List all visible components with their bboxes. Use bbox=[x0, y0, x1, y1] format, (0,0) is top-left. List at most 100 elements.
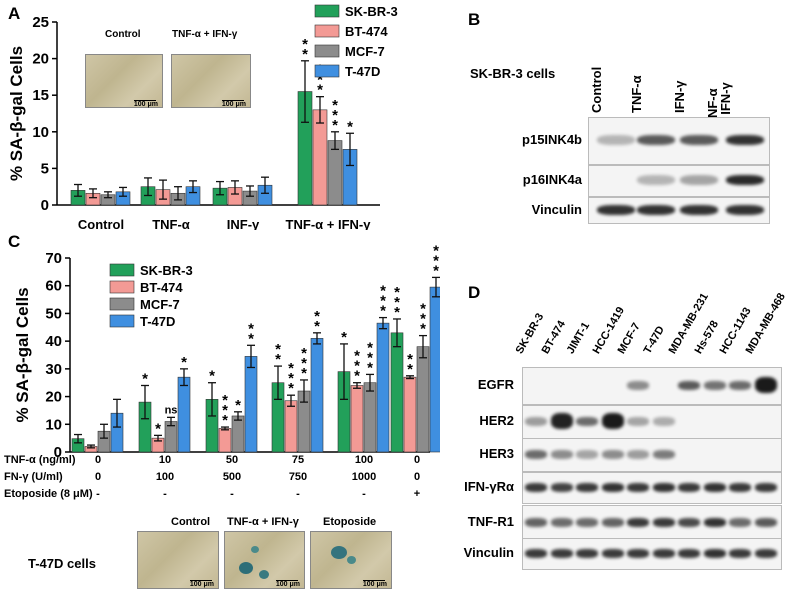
blot-d-band bbox=[525, 517, 547, 527]
treatment-cell: 50 bbox=[225, 454, 239, 466]
y-tick-label: 10 bbox=[45, 416, 62, 433]
micro-c-label-etoposide: Etoposide bbox=[323, 516, 377, 528]
blot-d-band bbox=[729, 548, 751, 558]
significance-star: * bbox=[420, 301, 426, 318]
blot-d-row-label: HER2 bbox=[479, 413, 514, 428]
significance-star: * bbox=[341, 329, 347, 346]
blot-d-row-label: HER3 bbox=[479, 446, 514, 461]
micro-a-control-label: Control bbox=[105, 29, 141, 40]
blot-d-band bbox=[601, 449, 624, 459]
treatment-cell: 500 bbox=[222, 471, 242, 483]
blot-d-band bbox=[550, 517, 573, 527]
scale-label: 100 μm bbox=[221, 101, 246, 108]
blot-d-band bbox=[627, 548, 649, 558]
significance-star: * bbox=[222, 412, 228, 429]
significance-star: * bbox=[302, 36, 308, 53]
blot-d-band bbox=[576, 449, 598, 459]
blot-d-band bbox=[550, 482, 573, 492]
blot-b-band bbox=[637, 175, 675, 185]
legend-label: T-47D bbox=[345, 64, 380, 79]
blot-d-band bbox=[703, 548, 726, 558]
micro-c-cell-label: T-47D cells bbox=[28, 556, 96, 571]
blot-d-band bbox=[754, 482, 777, 492]
blot-d-band bbox=[550, 449, 573, 459]
significance-star: * bbox=[354, 358, 360, 375]
blot-d-column-label: Hs-578 bbox=[692, 318, 721, 356]
treatment-cell: 0 bbox=[413, 471, 421, 483]
y-tick-label: 40 bbox=[45, 333, 62, 350]
micro-a-treated-label: TNF-α + IFN-γ bbox=[172, 29, 238, 40]
blot-d-band bbox=[627, 416, 649, 426]
treatment-cell: - bbox=[96, 488, 100, 500]
legend-label: MCF-7 bbox=[345, 44, 385, 59]
y-tick-label: 60 bbox=[45, 278, 62, 295]
panel-label-b: B bbox=[468, 10, 481, 29]
legend-label: T-47D bbox=[140, 314, 175, 329]
significance-star: * bbox=[314, 308, 320, 325]
y-tick-label: 15 bbox=[32, 87, 49, 104]
blot-d-band bbox=[525, 548, 547, 558]
blot-b-band bbox=[597, 135, 635, 145]
legend-swatch bbox=[109, 314, 135, 328]
significance-star: * bbox=[332, 117, 338, 134]
blot-b-band bbox=[680, 175, 718, 185]
blot-d-band bbox=[525, 416, 547, 426]
significance-star: * bbox=[248, 330, 254, 347]
y-axis-label: % SA-β-gal Cells bbox=[7, 46, 26, 181]
significance-star: * bbox=[222, 392, 228, 409]
significance-star: * bbox=[367, 359, 373, 376]
treatment-cell: + bbox=[413, 488, 421, 500]
legend-swatch bbox=[314, 64, 340, 78]
significance-star: * bbox=[317, 82, 323, 99]
x-tick-label: TNF-α bbox=[152, 217, 190, 230]
blot-d-band bbox=[601, 413, 624, 429]
y-tick-label: 10 bbox=[32, 124, 49, 141]
blot-b-band bbox=[637, 204, 675, 215]
significance-star: * bbox=[367, 339, 373, 356]
blot-d-band bbox=[525, 449, 547, 459]
blot-d-band bbox=[703, 517, 726, 527]
legend-swatch bbox=[314, 4, 340, 18]
y-tick-label: 20 bbox=[32, 51, 49, 68]
blot-d-band bbox=[601, 482, 624, 492]
blot-d-band bbox=[652, 449, 675, 459]
legend-swatch bbox=[109, 263, 135, 277]
significance-star: * bbox=[181, 354, 187, 371]
blot-d-band bbox=[627, 517, 649, 527]
legend-swatch bbox=[314, 44, 340, 58]
micro-c-label-control: Control bbox=[171, 516, 211, 528]
scale-label: 100 μm bbox=[275, 581, 300, 588]
y-axis-label: % SA-β-gal Cells bbox=[13, 287, 32, 422]
legend-label: MCF-7 bbox=[140, 297, 180, 312]
significance-star: * bbox=[301, 365, 307, 382]
blot-d-band bbox=[678, 380, 700, 390]
significance-star: * bbox=[433, 262, 439, 279]
blot-d-band bbox=[678, 517, 700, 527]
blot-d-row-label: IFN-γRα bbox=[464, 479, 514, 494]
significance-star: * bbox=[275, 341, 281, 358]
blot-d-band bbox=[703, 482, 726, 492]
treatment-row-label: Etoposide (8 μM) bbox=[4, 488, 93, 500]
treatment-cell: - bbox=[163, 488, 167, 500]
y-tick-label: 0 bbox=[54, 444, 62, 461]
blot-b-row-label: p15INK4b bbox=[522, 132, 582, 147]
micro-c-label-combo: TNF-α + IFN-γ bbox=[227, 516, 299, 528]
micrograph-control: 100 μm bbox=[85, 54, 163, 108]
significance-star: * bbox=[209, 368, 215, 385]
legend-label: BT-474 bbox=[345, 24, 388, 39]
y-tick-label: 20 bbox=[45, 389, 62, 406]
significance-star: * bbox=[155, 420, 161, 437]
blot-d-band bbox=[627, 380, 649, 390]
x-tick-label: Control bbox=[78, 217, 124, 230]
blot-d-column-label: BT-474 bbox=[539, 318, 568, 356]
blot-b-band bbox=[680, 135, 718, 145]
significance-star: * bbox=[222, 402, 228, 419]
blot-d-row-label: EGFR bbox=[477, 377, 514, 392]
blot-d-band bbox=[729, 482, 751, 492]
treatment-cell: - bbox=[230, 488, 234, 500]
significance-star: * bbox=[301, 355, 307, 372]
legend-label: SK-BR-3 bbox=[140, 263, 193, 278]
blot-d-row-label: Vinculin bbox=[463, 545, 514, 560]
